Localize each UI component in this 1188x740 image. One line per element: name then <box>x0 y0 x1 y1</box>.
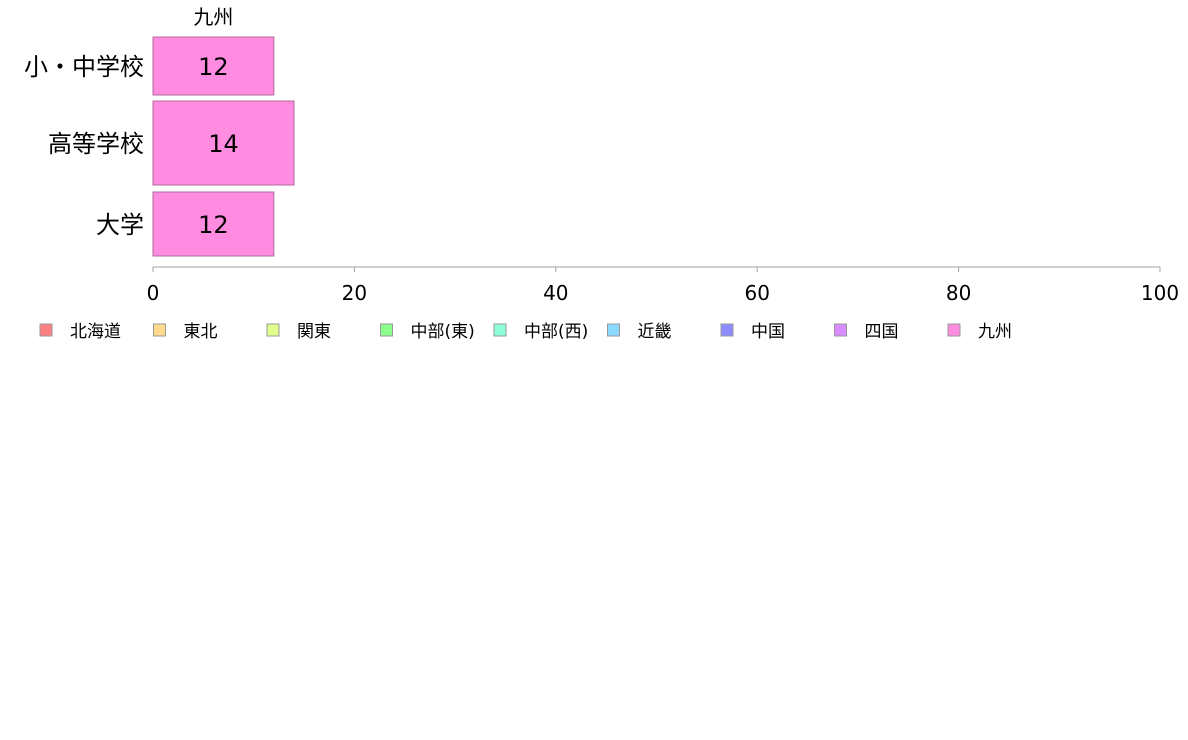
x-tick-label-4: 80 <box>946 281 971 305</box>
legend-swatch-3 <box>380 323 393 337</box>
bar-0-series-8 <box>152 36 275 96</box>
legend-swatch-8 <box>947 323 961 337</box>
legend-label-4: 中部(西) <box>524 322 588 342</box>
data-label-2: 12 <box>198 211 229 239</box>
legend-swatch-4 <box>493 323 507 337</box>
legend-label-3: 中部(東) <box>411 322 475 342</box>
legend-swatch-2 <box>266 323 280 337</box>
x-tick-label-3: 60 <box>744 281 769 305</box>
legend-swatch-0 <box>39 323 53 337</box>
legend-label-6: 中国 <box>751 322 785 342</box>
legend-label-7: 四国 <box>865 322 899 342</box>
legend-swatch-6 <box>720 323 734 337</box>
legend-swatch-5 <box>607 323 620 337</box>
x-tick-label-2: 40 <box>543 281 568 305</box>
segment-label: 九州 <box>193 5 233 29</box>
x-tick-label-5: 100 <box>1141 281 1179 305</box>
legend-label-2: 関東 <box>297 322 331 342</box>
legend-swatch-7 <box>834 323 847 337</box>
data-label-1: 14 <box>208 130 239 158</box>
category-label-0: 小・中学校 <box>24 53 144 81</box>
legend-label-0: 北海道 <box>70 322 121 342</box>
data-label-0: 12 <box>198 53 229 81</box>
category-label-1: 高等学校 <box>48 130 144 158</box>
category-label-2: 大学 <box>96 211 144 239</box>
legend-swatch-1 <box>153 323 166 337</box>
x-tick-label-0: 0 <box>147 281 160 305</box>
bar-1-series-8 <box>152 100 295 186</box>
legend-label-8: 九州 <box>978 322 1012 342</box>
x-tick-label-1: 20 <box>342 281 367 305</box>
legend-label-5: 近畿 <box>638 322 672 342</box>
bar-2-series-8 <box>152 191 275 257</box>
legend-label-1: 東北 <box>184 322 218 342</box>
